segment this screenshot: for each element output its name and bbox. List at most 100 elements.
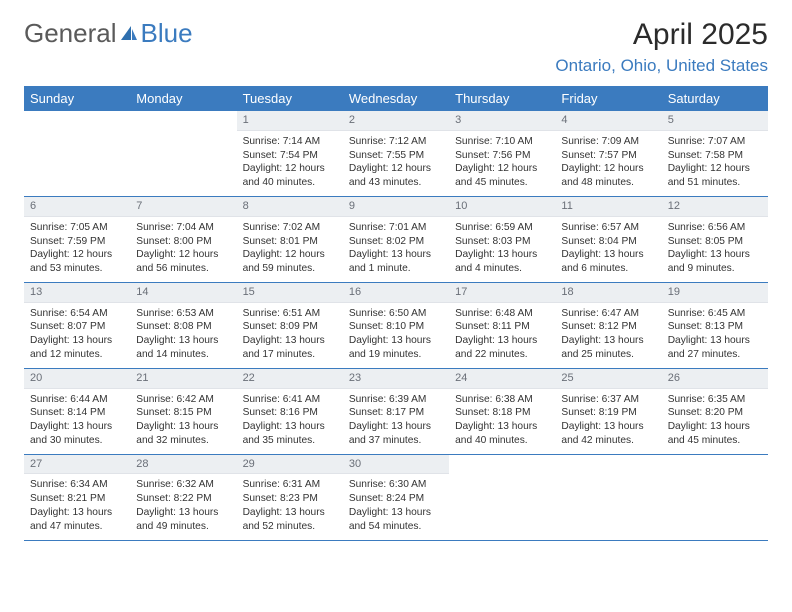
calendar-cell: 9Sunrise: 7:01 AMSunset: 8:02 PMDaylight… bbox=[343, 197, 449, 282]
calendar-cell: 25Sunrise: 6:37 AMSunset: 8:19 PMDayligh… bbox=[555, 369, 661, 454]
calendar-cell bbox=[662, 455, 768, 540]
calendar-cell: 11Sunrise: 6:57 AMSunset: 8:04 PMDayligh… bbox=[555, 197, 661, 282]
daylight-line: Daylight: 13 hours and 49 minutes. bbox=[136, 506, 230, 534]
sunset-line: Sunset: 8:11 PM bbox=[455, 320, 549, 334]
day-body: Sunrise: 6:45 AMSunset: 8:13 PMDaylight:… bbox=[662, 303, 768, 368]
day-number: 13 bbox=[24, 283, 130, 303]
day-body: Sunrise: 7:12 AMSunset: 7:55 PMDaylight:… bbox=[343, 131, 449, 196]
daylight-line: Daylight: 13 hours and 19 minutes. bbox=[349, 334, 443, 362]
day-number: 5 bbox=[662, 111, 768, 131]
calendar-cell: 26Sunrise: 6:35 AMSunset: 8:20 PMDayligh… bbox=[662, 369, 768, 454]
day-body: Sunrise: 6:31 AMSunset: 8:23 PMDaylight:… bbox=[237, 474, 343, 539]
day-number: 26 bbox=[662, 369, 768, 389]
weekday-header: Tuesday bbox=[237, 86, 343, 111]
daylight-line: Daylight: 13 hours and 54 minutes. bbox=[349, 506, 443, 534]
weekday-header: Friday bbox=[555, 86, 661, 111]
sunrise-line: Sunrise: 6:50 AM bbox=[349, 307, 443, 321]
calendar-cell bbox=[130, 111, 236, 196]
sunset-line: Sunset: 8:19 PM bbox=[561, 406, 655, 420]
calendar-cell: 29Sunrise: 6:31 AMSunset: 8:23 PMDayligh… bbox=[237, 455, 343, 540]
day-body: Sunrise: 6:48 AMSunset: 8:11 PMDaylight:… bbox=[449, 303, 555, 368]
sunrise-line: Sunrise: 6:47 AM bbox=[561, 307, 655, 321]
brand-text-2: Blue bbox=[141, 18, 193, 49]
calendar-row: 6Sunrise: 7:05 AMSunset: 7:59 PMDaylight… bbox=[24, 197, 768, 283]
sunrise-line: Sunrise: 6:34 AM bbox=[30, 478, 124, 492]
day-number: 2 bbox=[343, 111, 449, 131]
daylight-line: Daylight: 13 hours and 42 minutes. bbox=[561, 420, 655, 448]
calendar-cell: 2Sunrise: 7:12 AMSunset: 7:55 PMDaylight… bbox=[343, 111, 449, 196]
calendar-cell: 1Sunrise: 7:14 AMSunset: 7:54 PMDaylight… bbox=[237, 111, 343, 196]
sunset-line: Sunset: 8:07 PM bbox=[30, 320, 124, 334]
daylight-line: Daylight: 13 hours and 14 minutes. bbox=[136, 334, 230, 362]
daylight-line: Daylight: 13 hours and 35 minutes. bbox=[243, 420, 337, 448]
day-number: 17 bbox=[449, 283, 555, 303]
sunrise-line: Sunrise: 6:38 AM bbox=[455, 393, 549, 407]
day-body: Sunrise: 7:01 AMSunset: 8:02 PMDaylight:… bbox=[343, 217, 449, 282]
sunset-line: Sunset: 7:55 PM bbox=[349, 149, 443, 163]
daylight-line: Daylight: 13 hours and 12 minutes. bbox=[30, 334, 124, 362]
sunset-line: Sunset: 8:02 PM bbox=[349, 235, 443, 249]
calendar-cell: 17Sunrise: 6:48 AMSunset: 8:11 PMDayligh… bbox=[449, 283, 555, 368]
day-number: 30 bbox=[343, 455, 449, 475]
daylight-line: Daylight: 13 hours and 27 minutes. bbox=[668, 334, 762, 362]
sunset-line: Sunset: 8:16 PM bbox=[243, 406, 337, 420]
daylight-line: Daylight: 12 hours and 48 minutes. bbox=[561, 162, 655, 190]
daylight-line: Daylight: 13 hours and 17 minutes. bbox=[243, 334, 337, 362]
day-number: 7 bbox=[130, 197, 236, 217]
day-number: 1 bbox=[237, 111, 343, 131]
sunset-line: Sunset: 8:01 PM bbox=[243, 235, 337, 249]
weekday-header: Sunday bbox=[24, 86, 130, 111]
sunset-line: Sunset: 8:18 PM bbox=[455, 406, 549, 420]
daylight-line: Daylight: 13 hours and 45 minutes. bbox=[668, 420, 762, 448]
sunrise-line: Sunrise: 7:10 AM bbox=[455, 135, 549, 149]
day-body: Sunrise: 7:05 AMSunset: 7:59 PMDaylight:… bbox=[24, 217, 130, 282]
weekday-header-row: SundayMondayTuesdayWednesdayThursdayFrid… bbox=[24, 86, 768, 111]
day-number: 8 bbox=[237, 197, 343, 217]
sunset-line: Sunset: 8:05 PM bbox=[668, 235, 762, 249]
sunrise-line: Sunrise: 7:02 AM bbox=[243, 221, 337, 235]
sunset-line: Sunset: 8:23 PM bbox=[243, 492, 337, 506]
calendar-cell: 7Sunrise: 7:04 AMSunset: 8:00 PMDaylight… bbox=[130, 197, 236, 282]
sunrise-line: Sunrise: 7:12 AM bbox=[349, 135, 443, 149]
day-body: Sunrise: 6:50 AMSunset: 8:10 PMDaylight:… bbox=[343, 303, 449, 368]
daylight-line: Daylight: 12 hours and 43 minutes. bbox=[349, 162, 443, 190]
day-number: 20 bbox=[24, 369, 130, 389]
day-number: 11 bbox=[555, 197, 661, 217]
calendar: SundayMondayTuesdayWednesdayThursdayFrid… bbox=[24, 86, 768, 541]
calendar-cell: 21Sunrise: 6:42 AMSunset: 8:15 PMDayligh… bbox=[130, 369, 236, 454]
day-body: Sunrise: 6:59 AMSunset: 8:03 PMDaylight:… bbox=[449, 217, 555, 282]
location-label: Ontario, Ohio, United States bbox=[555, 56, 768, 76]
calendar-cell: 3Sunrise: 7:10 AMSunset: 7:56 PMDaylight… bbox=[449, 111, 555, 196]
calendar-row: 20Sunrise: 6:44 AMSunset: 8:14 PMDayligh… bbox=[24, 369, 768, 455]
calendar-cell: 6Sunrise: 7:05 AMSunset: 7:59 PMDaylight… bbox=[24, 197, 130, 282]
day-body: Sunrise: 6:56 AMSunset: 8:05 PMDaylight:… bbox=[662, 217, 768, 282]
calendar-cell: 15Sunrise: 6:51 AMSunset: 8:09 PMDayligh… bbox=[237, 283, 343, 368]
sunrise-line: Sunrise: 6:39 AM bbox=[349, 393, 443, 407]
calendar-row: 27Sunrise: 6:34 AMSunset: 8:21 PMDayligh… bbox=[24, 455, 768, 541]
sunrise-line: Sunrise: 6:51 AM bbox=[243, 307, 337, 321]
calendar-cell: 16Sunrise: 6:50 AMSunset: 8:10 PMDayligh… bbox=[343, 283, 449, 368]
day-body: Sunrise: 6:32 AMSunset: 8:22 PMDaylight:… bbox=[130, 474, 236, 539]
day-number: 19 bbox=[662, 283, 768, 303]
day-body: Sunrise: 7:14 AMSunset: 7:54 PMDaylight:… bbox=[237, 131, 343, 196]
sunset-line: Sunset: 8:20 PM bbox=[668, 406, 762, 420]
calendar-cell: 8Sunrise: 7:02 AMSunset: 8:01 PMDaylight… bbox=[237, 197, 343, 282]
day-body: Sunrise: 6:35 AMSunset: 8:20 PMDaylight:… bbox=[662, 389, 768, 454]
sunset-line: Sunset: 8:04 PM bbox=[561, 235, 655, 249]
day-number: 22 bbox=[237, 369, 343, 389]
day-body: Sunrise: 7:04 AMSunset: 8:00 PMDaylight:… bbox=[130, 217, 236, 282]
sunrise-line: Sunrise: 7:14 AM bbox=[243, 135, 337, 149]
calendar-cell: 12Sunrise: 6:56 AMSunset: 8:05 PMDayligh… bbox=[662, 197, 768, 282]
brand-logo: General Blue bbox=[24, 18, 193, 49]
sunset-line: Sunset: 8:00 PM bbox=[136, 235, 230, 249]
day-number: 29 bbox=[237, 455, 343, 475]
sunset-line: Sunset: 8:12 PM bbox=[561, 320, 655, 334]
day-number: 4 bbox=[555, 111, 661, 131]
daylight-line: Daylight: 12 hours and 40 minutes. bbox=[243, 162, 337, 190]
sunset-line: Sunset: 7:57 PM bbox=[561, 149, 655, 163]
calendar-cell bbox=[449, 455, 555, 540]
day-body: Sunrise: 6:37 AMSunset: 8:19 PMDaylight:… bbox=[555, 389, 661, 454]
calendar-cell: 4Sunrise: 7:09 AMSunset: 7:57 PMDaylight… bbox=[555, 111, 661, 196]
calendar-row: 13Sunrise: 6:54 AMSunset: 8:07 PMDayligh… bbox=[24, 283, 768, 369]
sunset-line: Sunset: 7:56 PM bbox=[455, 149, 549, 163]
